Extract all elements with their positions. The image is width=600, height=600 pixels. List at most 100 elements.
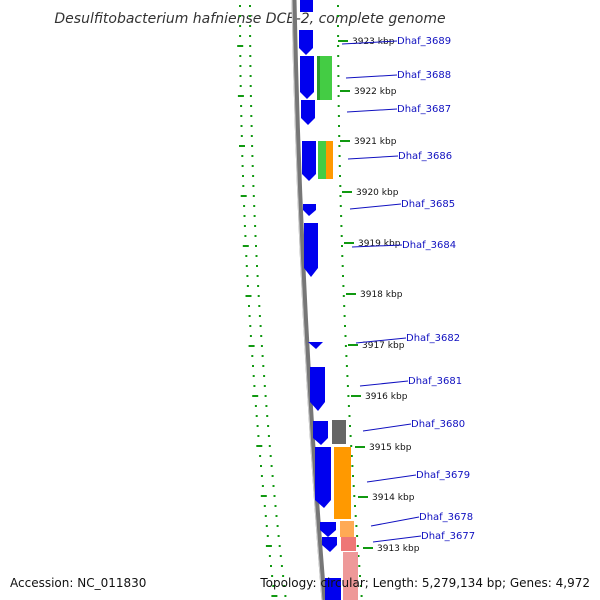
annotation-track (317, 56, 358, 600)
ring-dot (258, 315, 261, 317)
cds-feature[interactable] (315, 447, 331, 508)
ring-dot (252, 375, 255, 377)
ring-dot (356, 535, 359, 537)
cds-feature[interactable] (322, 537, 337, 552)
ring-dot (337, 115, 340, 117)
ring-dot (339, 195, 342, 197)
ring-dot (351, 465, 354, 467)
gene-label[interactable]: Dhaf_3682 (406, 333, 460, 344)
ring-dot (263, 385, 266, 387)
ring-dot (337, 55, 340, 57)
cds-feature[interactable] (308, 342, 323, 349)
gene-label[interactable]: Dhaf_3679 (416, 470, 470, 481)
ring-dot (245, 255, 248, 257)
orange-feature[interactable] (326, 141, 333, 179)
ring-dot (270, 565, 272, 567)
cds-feature[interactable] (325, 578, 341, 600)
ring-dot (249, 25, 252, 27)
tick-label: 3922 kbp (354, 87, 397, 97)
ring-dot (251, 165, 254, 167)
orange-feature[interactable] (340, 521, 354, 537)
gene-label[interactable]: Dhaf_3684 (402, 240, 456, 251)
cds-feature[interactable] (300, 0, 313, 12)
ring-dot (357, 555, 360, 557)
ring-dot (356, 545, 359, 547)
ring-dot (344, 345, 347, 347)
ring-dot (340, 235, 343, 237)
ring-dot (344, 325, 346, 327)
ring-dot (343, 305, 346, 307)
ring-dot (256, 275, 259, 277)
ring-dot (338, 145, 341, 147)
ring-dot (250, 105, 253, 107)
ring-dot (265, 525, 268, 527)
ring-dot (272, 585, 275, 587)
gene-label[interactable]: Dhaf_3678 (419, 512, 473, 523)
gene-leader-line (347, 155, 399, 160)
gene-label[interactable]: Dhaf_3685 (401, 199, 455, 210)
ring-dot (341, 245, 343, 247)
cds-feature[interactable] (300, 56, 314, 99)
tick-label: 3914 kbp (372, 493, 415, 503)
ring-dot (338, 135, 341, 137)
gene-label[interactable]: Dhaf_3687 (397, 104, 451, 115)
pink-feature[interactable] (341, 537, 356, 551)
ring-dot (248, 315, 251, 317)
ring-dot (242, 175, 244, 177)
ring-dot (268, 555, 271, 557)
ring-dot (239, 145, 245, 147)
gene-label[interactable]: Dhaf_3688 (397, 70, 451, 81)
cds-feature[interactable] (320, 522, 336, 537)
ring-dot (271, 575, 274, 577)
gene-label[interactable]: Dhaf_3689 (397, 36, 451, 47)
gene-label[interactable]: Dhaf_3681 (408, 376, 462, 387)
gene-label[interactable]: Dhaf_3686 (398, 151, 452, 162)
ring-dot (344, 335, 347, 337)
ring-dot (243, 215, 246, 217)
cds-feature[interactable] (299, 30, 313, 55)
genome-backbone (291, 0, 327, 600)
ring-dot (284, 595, 287, 597)
cds-feature[interactable] (310, 367, 325, 411)
gene-label[interactable]: Dhaf_3680 (411, 419, 465, 430)
ring-dot (257, 435, 260, 437)
ring-dot (340, 215, 343, 217)
ring-dot (275, 515, 278, 517)
ring-dot (265, 545, 272, 547)
ring-dot (256, 445, 263, 447)
cds-feature[interactable] (303, 204, 316, 216)
ring-dot (248, 305, 250, 307)
orange-feature[interactable] (334, 447, 351, 519)
ring-dot (337, 15, 339, 17)
cds-feature[interactable] (304, 223, 318, 277)
ring-dot (241, 155, 244, 157)
ring-dot (255, 245, 257, 247)
ring-dot (251, 145, 254, 147)
tick-label: 3918 kbp (360, 290, 403, 300)
ring-dot (240, 105, 243, 107)
gene-leader-line (345, 74, 398, 79)
gene-label[interactable]: Dhaf_3677 (421, 531, 475, 542)
gene-leader-line (351, 244, 403, 248)
ring-dot (249, 85, 252, 87)
pink-feature[interactable] (343, 552, 358, 600)
ring-dot (282, 575, 285, 577)
cds-feature[interactable] (302, 141, 316, 181)
ring-dot (259, 325, 262, 327)
ring-dot (250, 135, 253, 137)
ring-dot (260, 345, 263, 347)
ring-dot (268, 445, 271, 447)
green-feature[interactable] (317, 56, 332, 100)
ring-dot (338, 125, 340, 127)
ring-dot (240, 135, 243, 137)
ring-dot (339, 175, 341, 177)
ring-dot (249, 325, 252, 327)
ring-dot (252, 395, 259, 397)
green-feature[interactable] (318, 141, 326, 179)
cds-feature[interactable] (313, 421, 328, 445)
gray-feature[interactable] (332, 420, 346, 444)
gene-leader-line (346, 108, 398, 113)
ring-dot (279, 555, 282, 557)
ring-dot (337, 85, 340, 87)
cds-feature[interactable] (301, 100, 315, 125)
